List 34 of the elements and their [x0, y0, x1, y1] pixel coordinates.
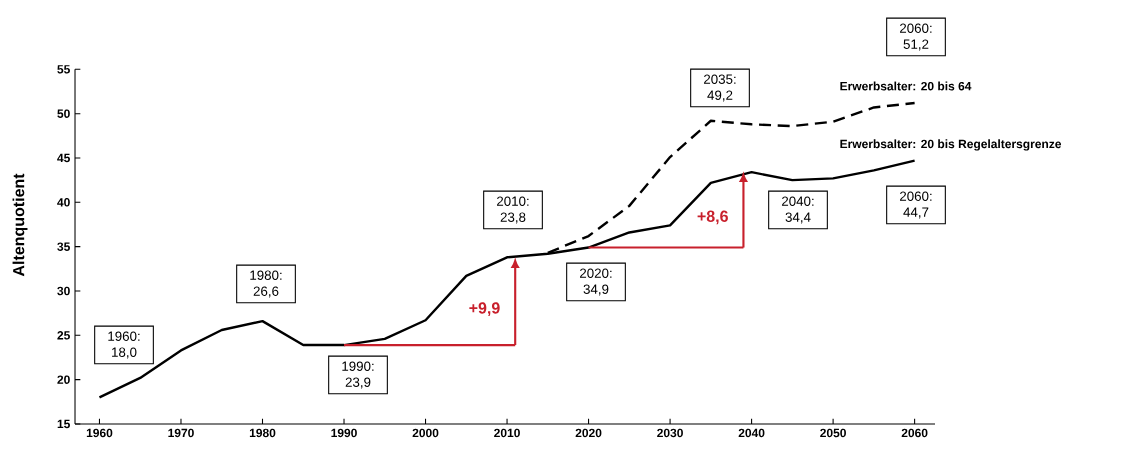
y-tick-label: 55 — [57, 65, 70, 74]
y-tick-label: 40 — [57, 198, 70, 207]
annotation: 2060: 44,7 — [899, 191, 932, 219]
x-tick-label: 2030 — [657, 428, 683, 438]
x-tick-label: 2020 — [575, 428, 602, 438]
annotation: +8,6 — [697, 210, 728, 225]
annotation: 2010: 23,8 — [497, 196, 529, 224]
annotation: +9,9 — [469, 302, 500, 316]
y-tick-label: 30 — [57, 286, 70, 296]
annotation: 2035: 49,2 — [703, 74, 736, 102]
y-tick-label: 20 — [57, 375, 70, 384]
text: Erwerbsalter: 20 bis Regelaltersgrenze — [840, 139, 1062, 151]
y-tick-label: 45 — [57, 153, 70, 163]
x-tick-label: 1970 — [168, 428, 194, 438]
x-tick-label: 2040 — [738, 428, 765, 438]
series-label: Erwerbsalter: 20 bis 64 — [840, 81, 972, 91]
annotation: 1990: 23,9 — [342, 361, 374, 389]
y-tick-label: 15 — [57, 419, 70, 429]
x-tick-label: 2050 — [820, 428, 846, 438]
y-tick-label: 25 — [57, 331, 70, 340]
annotation: 2020: 34,9 — [579, 268, 612, 296]
x-tick-label: 2010 — [494, 428, 520, 438]
x-tick-label: 2000 — [412, 428, 439, 438]
x-tick-label: 2060 — [901, 428, 928, 438]
annotation: 1960: 18,0 — [108, 331, 140, 359]
annotation: 2040: 34,4 — [781, 196, 814, 224]
x-tick-label: 1960 — [86, 428, 113, 438]
y-tick-label: 50 — [57, 109, 70, 118]
y-tick-label: 35 — [57, 242, 70, 251]
x-tick-label: 1980 — [249, 428, 276, 438]
annotation: 1980: 26,6 — [250, 270, 282, 298]
text: 2060: 51,2 — [899, 23, 932, 51]
x-tick-label: 1990 — [331, 428, 357, 438]
y-axis-title: Altenquotient — [12, 173, 28, 277]
